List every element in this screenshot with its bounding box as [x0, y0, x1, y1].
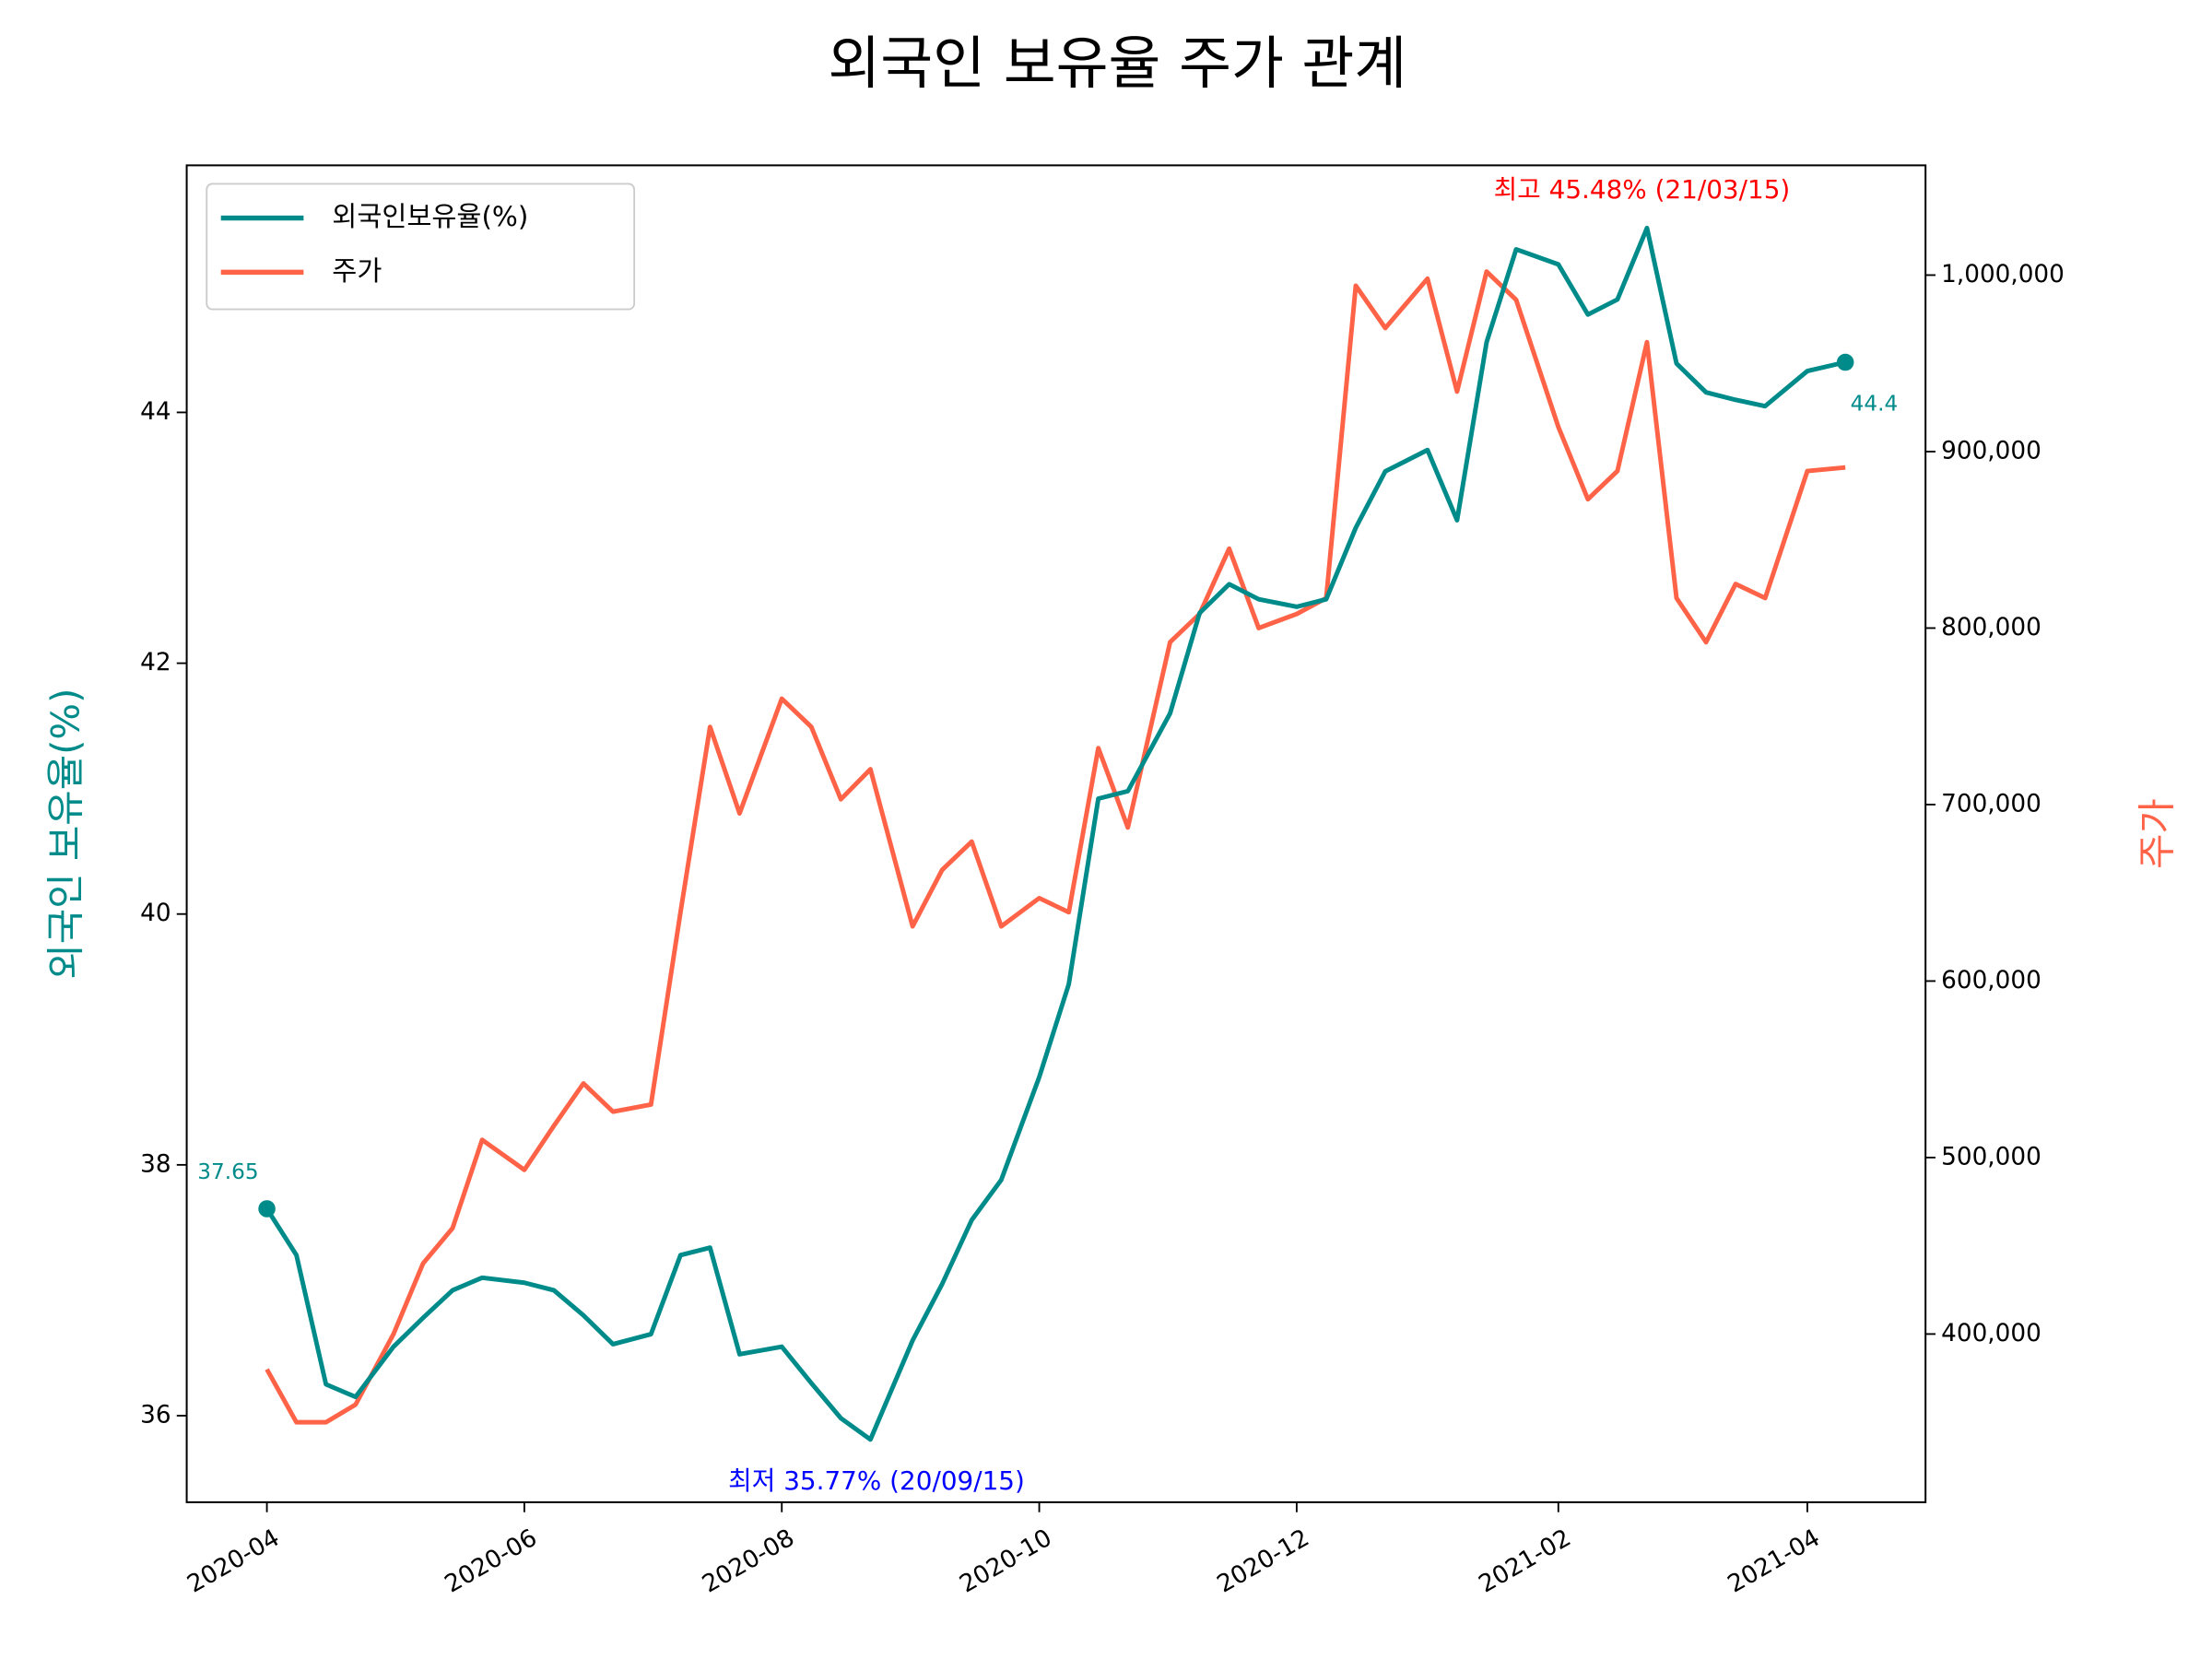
y2-axis-label: 주가	[2134, 798, 2179, 869]
chart-title: 외국인 보유율 주가 관계	[828, 30, 1406, 97]
annotation: 최고 45.48% (21/03/15)	[1494, 174, 1791, 205]
x-tick-label: 2020-04	[182, 1524, 284, 1599]
x-tick-label: 2021-04	[1724, 1524, 1825, 1599]
legend-box	[206, 182, 636, 311]
y-tick-label: 44	[140, 398, 171, 426]
x-tick-label: 2020-12	[1213, 1524, 1314, 1599]
y2-tick-label: 400,000	[1941, 1320, 2041, 1347]
y2-tick-label: 800,000	[1941, 614, 2041, 641]
annotation: 44.4	[1851, 392, 1899, 417]
series-line	[265, 225, 1846, 1442]
annotation: 최저 35.77% (20/09/15)	[728, 1465, 1025, 1496]
y-tick-label: 42	[140, 649, 171, 677]
y2-tick-label: 700,000	[1941, 790, 2041, 818]
x-tick-label: 2020-06	[441, 1524, 542, 1599]
y-tick-label: 36	[140, 1402, 171, 1430]
series-line	[265, 269, 1846, 1425]
y2-tick-label: 500,000	[1941, 1143, 2041, 1171]
y2-tick-label: 600,000	[1941, 967, 2041, 994]
y2-tick-label: 900,000	[1941, 437, 2041, 465]
y-tick-label: 40	[140, 900, 171, 927]
x-tick-label: 2020-08	[698, 1524, 799, 1599]
annotation: 37.65	[197, 1159, 258, 1184]
y-tick-label: 38	[140, 1150, 171, 1178]
end-marker	[258, 1200, 276, 1218]
legend-label: 주가	[332, 255, 382, 287]
end-marker	[1836, 353, 1854, 371]
legend-label: 외국인보유율(%)	[332, 201, 528, 232]
plot-frame	[185, 164, 1927, 1503]
y-axis-label: 외국인 보유율(%)	[43, 688, 88, 980]
x-tick-label: 2021-02	[1475, 1524, 1576, 1599]
y2-tick-label: 1,000,000	[1941, 261, 2065, 288]
x-tick-label: 2020-10	[955, 1524, 1056, 1599]
